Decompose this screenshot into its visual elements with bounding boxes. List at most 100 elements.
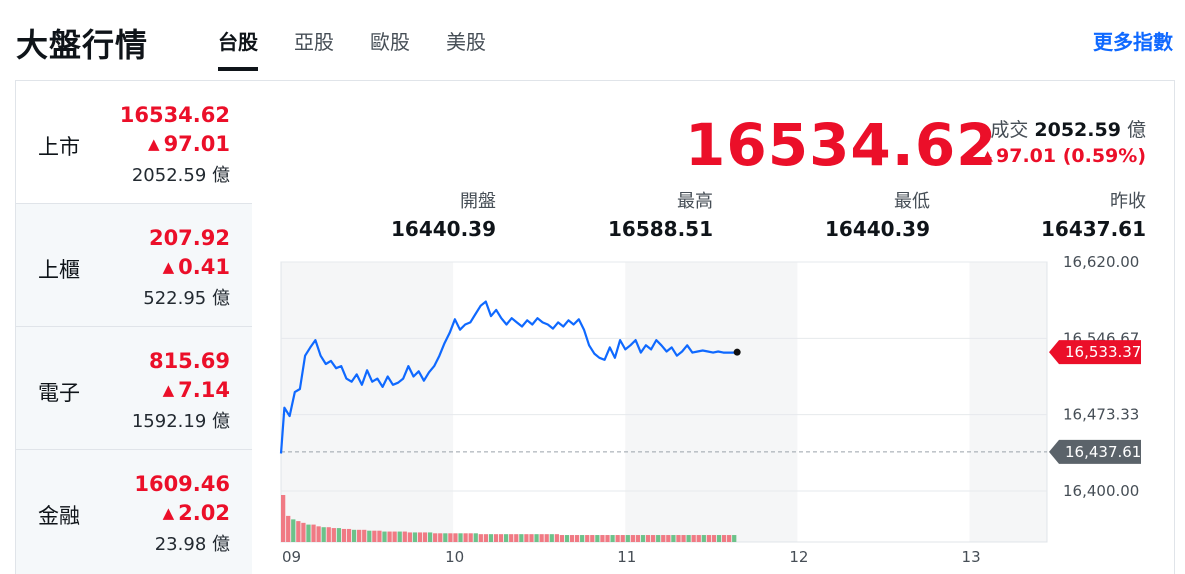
volume-bar [595,535,600,542]
volume-bar [620,535,625,542]
tab-europe[interactable]: 歐股 [370,30,410,54]
volume-bar [463,533,468,542]
volume-bar [357,529,362,542]
index-change-value: 0.41 [178,255,230,279]
up-triangle-icon: ▲ [148,135,160,153]
market-panel: 上市 16534.62 ▲ 97.01 2052.59 億 上櫃 207.92 ▲… [15,80,1175,574]
x-tick-label: 09 [282,548,301,566]
main-change-value: 97.01 (0.59%) [996,145,1146,167]
volume-bar [727,535,732,542]
volume-bar [311,524,316,542]
last-value-tag-label: 16,533.37 [1065,343,1141,361]
volume-bar [498,534,504,542]
stat-value: 16437.61 [1040,217,1146,241]
volume-bar [377,530,382,542]
volume-bar [402,531,407,542]
volume-bar [321,527,326,542]
volume-bar [564,535,570,542]
volume-bar [346,528,352,542]
volume-bar [615,535,620,542]
hour-band [969,262,1047,542]
volume-bar [569,535,575,542]
index-name: 上櫃 [38,258,80,282]
index-name: 上市 [38,135,80,159]
more-indices-link[interactable]: 更多指數 [1093,30,1173,54]
hour-band [281,262,454,542]
volume-bar [671,535,676,542]
volume-bar [387,531,392,542]
volume-bar [372,530,377,542]
tab-asia[interactable]: 亞股 [294,30,334,54]
volume-bar [716,535,722,542]
main-index-price: 16534.62 [685,111,998,179]
prev-close-tag-label: 16,437.61 [1065,443,1141,461]
turnover: 成交 2052.59 億 [990,115,1146,142]
volume-bar [711,535,717,542]
stat-value: 16440.39 [824,217,930,241]
volume-bar [580,535,585,542]
volume-bar [448,533,453,542]
stat-high: 最高 16588.51 [563,187,713,241]
last-value-tag-bg [1049,340,1141,365]
volume-bar [600,535,605,542]
last-point [733,348,741,356]
volume-bar [630,535,635,542]
hour-band [625,262,798,542]
volume-bar [433,533,438,542]
index-price: 207.92 [148,226,230,250]
index-item-listed[interactable]: 上市 16534.62 ▲ 97.01 2052.59 億 [16,81,252,204]
volume-bar [483,534,489,542]
index-volume: 2052.59 億 [131,165,230,186]
volume-bar [453,533,458,542]
up-triangle-icon: ▲ [162,381,175,399]
header: 大盤行情 台股 亞股 歐股 美股 更多指數 [0,0,1185,80]
volume-bar [412,532,418,542]
volume-bar [656,535,661,542]
volume-bar [296,521,301,542]
volume-bar [281,495,286,542]
index-change-value: 97.01 [163,132,230,156]
volume-bar [544,534,549,542]
index-change-value: 2.02 [178,501,230,525]
up-triangle-icon: ▲ [162,504,175,522]
volume-bar [367,530,372,542]
index-item-finance[interactable]: 金融 1609.46 ▲ 2.02 23.98 億 [16,450,252,574]
volume-bar [493,534,499,542]
volume-bar [635,535,641,542]
tab-us[interactable]: 美股 [446,30,486,54]
volume-bar [336,528,342,542]
volume-bar [721,535,727,542]
index-change-value: 7.14 [178,378,230,402]
volume-bar [701,535,706,542]
index-item-electronics[interactable]: 電子 815.69 ▲ 7.14 1592.19 億 [16,327,252,450]
volume-bar [504,534,509,542]
volume-bar [443,533,448,542]
x-tick-label: 10 [445,548,464,566]
volume-bar [534,534,539,542]
stat-low: 最低 16440.39 [780,187,930,241]
stat-value: 16440.39 [390,217,496,241]
stat-label: 昨收 [1110,191,1146,212]
tab-taiwan[interactable]: 台股 [218,26,258,71]
volume-bar [417,532,423,542]
volume-bar [590,535,595,542]
main-index-change: ▲ 97.01 (0.59%) [982,145,1146,167]
stat-open: 開盤 16440.39 [346,187,496,241]
x-tick-label: 12 [789,548,808,566]
turnover-value: 2052.59 [1034,119,1121,141]
volume-bar [301,522,306,542]
volume-bar [382,531,387,542]
volume-bar [362,529,367,542]
volume-bar [291,519,296,542]
volume-bar [640,535,646,542]
index-item-otc[interactable]: 上櫃 207.92 ▲ 0.41 522.95 億 [16,204,252,327]
volume-bar [574,535,580,542]
volume-bar [341,528,347,542]
up-triangle-icon: ▲ [162,258,175,276]
volume-bar [519,534,524,542]
y-tick-label: 16,473.33 [1063,406,1139,424]
volume-bar [397,531,402,542]
prev-close-tag-bg [1049,439,1141,464]
y-tick-label: 16,620.00 [1063,253,1139,271]
